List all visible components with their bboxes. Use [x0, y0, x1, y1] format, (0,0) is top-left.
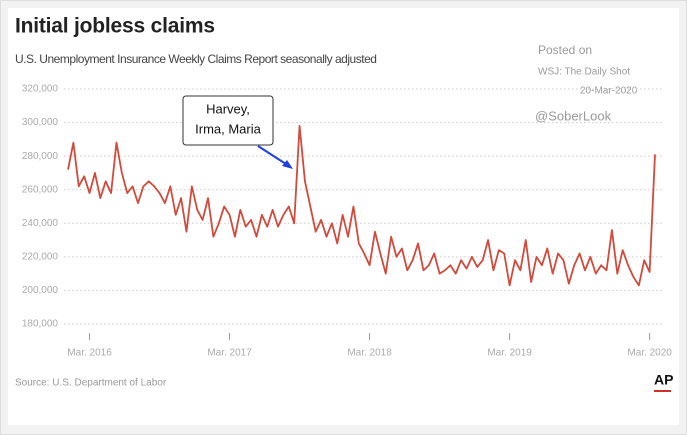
chart-title: Initial jobless claims [15, 15, 215, 38]
y-tick-label: 220,000 [22, 251, 59, 262]
x-tick-label: Mar. 2016 [67, 348, 112, 359]
y-tick-label: 240,000 [22, 218, 59, 229]
watermark: Posted on [538, 43, 592, 57]
y-tick-label: 320,000 [22, 84, 59, 95]
arrow [257, 145, 290, 167]
y-tick-label: 260,000 [22, 184, 59, 195]
y-tick-label: 180,000 [22, 319, 59, 330]
annotation-box [182, 95, 274, 146]
y-tick-label: 280,000 [22, 151, 59, 162]
annotation: Harvey, Irma, Maria [182, 95, 293, 169]
chart-subtitle: U.S. Unemployment Insurance Weekly Claim… [15, 52, 377, 66]
y-tick-label: 300,000 [22, 117, 59, 128]
x-tick-label: Mar. 2018 [347, 348, 392, 359]
source: Source: U.S. Department of Labor [15, 378, 167, 389]
x-tick-label: Mar. 2017 [207, 348, 252, 359]
data-line [67, 125, 656, 287]
logo-bar [654, 390, 671, 392]
annotation-text: Irma, Maria [195, 121, 262, 136]
watermark: 20-Mar-2020 [580, 86, 638, 97]
watermark: WSJ: The Daily Shot [538, 67, 630, 78]
logo: AP [654, 372, 673, 388]
x-tick-label: Mar. 2019 [487, 348, 532, 359]
arrow-head [282, 160, 293, 169]
y-tick-label: 200,000 [22, 285, 59, 296]
watermark: @SoberLook [535, 108, 612, 123]
annotation-text: Harvey, [206, 101, 250, 116]
x-tick-label: Mar. 2020 [627, 348, 672, 359]
